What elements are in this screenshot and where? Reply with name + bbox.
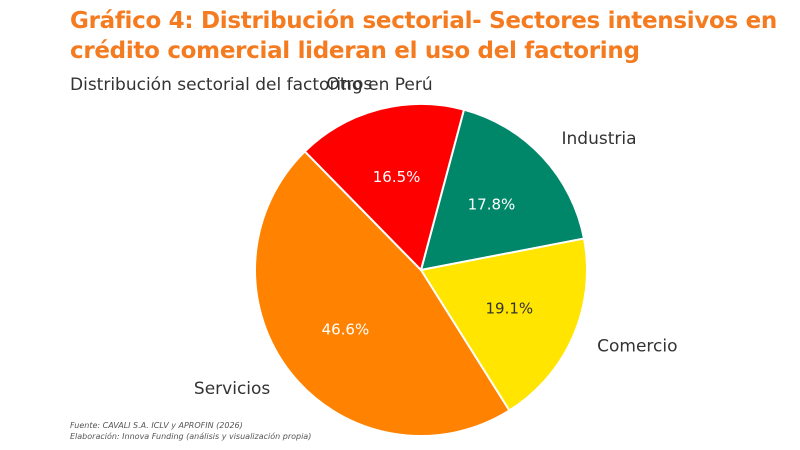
pie-value-labels: 17.8% 19.1% 46.6% 16.5%: [322, 168, 534, 339]
value-label-comercio: 19.1%: [485, 299, 533, 317]
chart-footer: Fuente: CAVALI S.A. ICLV y APROFIN (2026…: [70, 420, 311, 442]
pie-slice-otros: [303, 103, 466, 272]
source-note: Fuente: CAVALI S.A. ICLV y APROFIN (2026…: [70, 421, 243, 430]
pie-category-labels: Industria Comercio Servicios Otros: [194, 74, 678, 399]
pie-slice-comercio: [419, 237, 588, 412]
chart-title: Gráfico 4: Distribución sectorial- Secto…: [70, 8, 778, 64]
category-label-comercio: Comercio: [597, 336, 677, 356]
value-label-servicios: 46.6%: [322, 321, 370, 339]
pie-slice-industria: [419, 108, 586, 272]
credit-note: Elaboración: Innova Funding (análisis y …: [70, 432, 312, 441]
pie-slices: [254, 103, 588, 437]
value-label-industria: 17.8%: [468, 195, 516, 213]
chart-subtitle: Distribución sectorial del factoring en …: [70, 75, 433, 95]
category-label-servicios: Servicios: [194, 379, 270, 399]
category-label-otros: Otros: [326, 74, 372, 94]
value-label-otros: 16.5%: [373, 168, 421, 186]
category-label-industria: Industria: [562, 129, 637, 149]
pie-slice-servicios: [254, 149, 511, 437]
